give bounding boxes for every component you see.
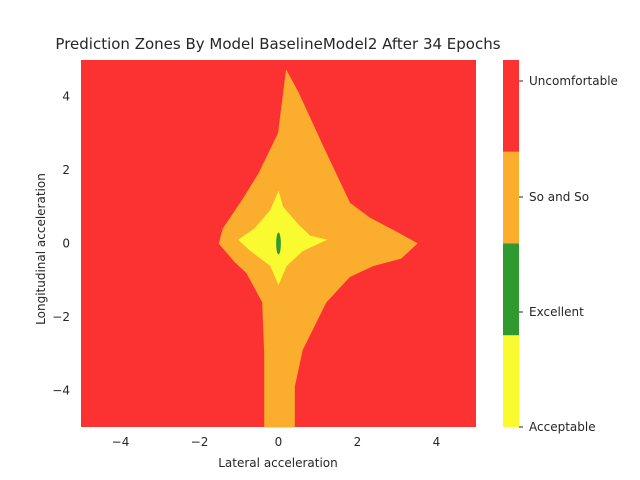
- zone-excellent: [276, 232, 281, 255]
- x-tick-label: 2: [354, 435, 362, 449]
- x-axis: −4 −2 0 2 4: [112, 435, 441, 449]
- colorbar: Acceptable Excellent So and So Uncomfortabl…: [503, 60, 618, 434]
- x-tick-label: −4: [112, 435, 130, 449]
- zone-so-and-so: [218, 69, 418, 428]
- x-tick-label: 0: [275, 435, 283, 449]
- zone-acceptable: [238, 190, 328, 286]
- y-axis: −4 −2 0 2 4: [52, 90, 70, 398]
- plot-area: [81, 60, 476, 428]
- y-tick-label: −2: [52, 310, 70, 324]
- chart-title: Prediction Zones By Model BaselineModel2…: [55, 35, 500, 53]
- colorbar-segment-uncomfortable: [503, 60, 519, 152]
- y-tick-label: 4: [62, 90, 70, 104]
- colorbar-segment-so-and-so: [503, 151, 519, 244]
- y-axis-label: Longitudinal acceleration: [34, 173, 48, 325]
- colorbar-label-acceptable: Acceptable: [529, 420, 596, 434]
- y-tick-label: −4: [52, 383, 70, 397]
- y-tick-label: 0: [62, 237, 70, 251]
- colorbar-segment-acceptable: [503, 335, 519, 427]
- colorbar-label-uncomfortable: Uncomfortable: [529, 74, 618, 88]
- colorbar-segment-excellent: [503, 243, 519, 336]
- colorbar-label-so-and-so: So and So: [529, 190, 589, 204]
- y-tick-label: 2: [62, 163, 70, 177]
- x-tick-label: −2: [191, 435, 209, 449]
- colorbar-label-excellent: Excellent: [529, 305, 584, 319]
- x-tick-label: 4: [433, 435, 441, 449]
- x-axis-label: Lateral acceleration: [218, 456, 337, 470]
